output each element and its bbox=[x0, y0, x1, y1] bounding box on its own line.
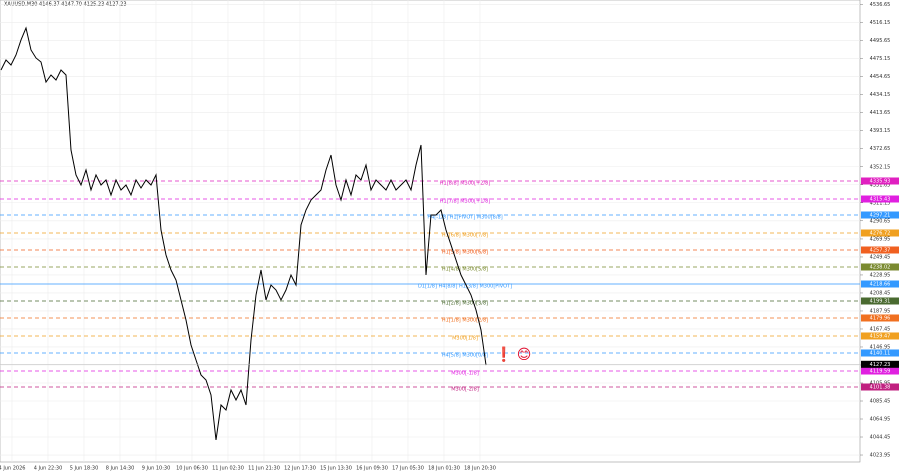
level-label: H1[1/8] M300[2/8] bbox=[442, 317, 488, 323]
x-tick-label: 11 Jun 21:30 bbox=[248, 466, 280, 472]
price-tag-label: 4238.02 bbox=[870, 264, 891, 270]
price-tag-label: 4119.59 bbox=[870, 369, 891, 375]
level-label: M300[1/8] bbox=[452, 335, 478, 341]
x-tick-label: 16 Jun 09:30 bbox=[356, 466, 388, 472]
x-tick-label: 8 Jun 14:30 bbox=[106, 466, 135, 472]
level-label: M300[-1/8] bbox=[451, 371, 479, 377]
y-tick-label: 4167.45 bbox=[870, 326, 891, 332]
x-tick-label: 11 Jun 02:30 bbox=[212, 466, 244, 472]
level-label: D1[1/8] H4[8/8] H1[3/8] M300[PIVOT] bbox=[418, 283, 512, 289]
y-tick-label: 4311.15 bbox=[870, 200, 891, 206]
level-label: H4[5/8] M300[0/8] bbox=[442, 352, 488, 358]
level-label: M300[-2/8] bbox=[451, 387, 479, 393]
price-tag bbox=[861, 263, 899, 271]
y-tick-label: 4187.95 bbox=[870, 308, 891, 314]
price-tag bbox=[861, 229, 899, 237]
y-tick-label: 4454.65 bbox=[870, 74, 891, 80]
price-tag-label: 4276.72 bbox=[870, 231, 891, 237]
price-tag bbox=[861, 297, 899, 305]
y-tick-label: 4105.95 bbox=[870, 380, 891, 386]
current-price-tag bbox=[861, 360, 899, 368]
level-label: H1[4/8] M300[5/8] bbox=[442, 266, 488, 272]
price-tag bbox=[861, 314, 899, 322]
current-price-label: 4127.23 bbox=[870, 362, 891, 368]
y-tick-label: 4434.15 bbox=[870, 92, 891, 98]
price-tag bbox=[861, 246, 899, 254]
x-tick-label: 4 Jun 22:30 bbox=[34, 466, 63, 472]
y-tick-label: 4290.65 bbox=[870, 218, 891, 224]
y-tick-label: 4352.15 bbox=[870, 164, 891, 170]
level-label: H4[-1/8] H1[PIVOT] M300[8/8] bbox=[427, 215, 502, 221]
x-tick-label: 5 Jun 18:30 bbox=[70, 466, 99, 472]
y-tick-label: 4023.95 bbox=[870, 453, 891, 459]
x-tick-label: 17 Jun 05:30 bbox=[392, 466, 424, 472]
y-tick-label: 4249.45 bbox=[870, 254, 891, 260]
price-tag-label: 4218.66 bbox=[870, 281, 891, 287]
y-tick-label: 4516.15 bbox=[870, 20, 891, 26]
y-tick-label: 4044.45 bbox=[870, 435, 891, 441]
price-tag bbox=[861, 177, 899, 185]
price-tag-label: 4159.47 bbox=[870, 333, 891, 339]
price-tag-label: 4179.96 bbox=[870, 315, 891, 321]
price-tag bbox=[861, 332, 899, 340]
y-tick-label: 4228.95 bbox=[870, 272, 891, 278]
signal-icon: 😊 bbox=[517, 347, 532, 363]
y-tick-label: 4372.65 bbox=[870, 146, 891, 152]
price-tag-label: 4315.43 bbox=[870, 197, 891, 203]
price-tag-label: 4297.21 bbox=[870, 213, 891, 219]
price-tag-label: 4101.38 bbox=[870, 385, 891, 391]
price-tag bbox=[861, 349, 899, 357]
price-tag-label: 4140.11 bbox=[870, 350, 891, 356]
level-label: H1[6/8] M300[7/8] bbox=[442, 233, 488, 239]
y-tick-label: 4085.45 bbox=[870, 399, 891, 405]
x-tick-label: 18 Jun 20:30 bbox=[464, 466, 496, 472]
price-tag bbox=[861, 367, 899, 375]
price-tag bbox=[861, 211, 899, 219]
y-tick-label: 4536.65 bbox=[870, 2, 891, 8]
price-line bbox=[0, 26, 487, 441]
price-tag bbox=[861, 280, 899, 288]
level-label: H1[2/8] M300[3/8] bbox=[442, 300, 488, 306]
x-tick-label: 18 Jun 01:30 bbox=[428, 466, 460, 472]
y-tick-label: 4146.95 bbox=[870, 344, 891, 350]
price-tag-label: 4199.31 bbox=[870, 298, 891, 304]
y-tick-label: 4331.65 bbox=[870, 182, 891, 188]
y-tick-label: 4475.15 bbox=[870, 56, 891, 62]
price-tag-label: 4335.93 bbox=[870, 178, 891, 184]
price-tag bbox=[861, 195, 899, 203]
y-tick-label: 4413.65 bbox=[870, 110, 891, 116]
y-tick-label: 4495.65 bbox=[870, 38, 891, 44]
y-tick-label: 4269.95 bbox=[870, 236, 891, 242]
level-label: H1[7/8] M300[+1/8] bbox=[440, 199, 491, 205]
level-label: H1[5/8] M300[6/8] bbox=[442, 249, 488, 255]
x-tick-label: 15 Jun 13:30 bbox=[320, 466, 352, 472]
y-tick-label: 4393.15 bbox=[870, 128, 891, 134]
y-tick-label: 4064.95 bbox=[870, 417, 891, 423]
signal-icon: ❗ bbox=[495, 346, 512, 363]
x-tick-label: 9 Jun 10:30 bbox=[142, 466, 171, 472]
level-label: H1[8/8] M300[+2/8] bbox=[440, 180, 491, 186]
x-tick-label: 10 Jun 06:30 bbox=[176, 466, 208, 472]
x-tick-label: 12 Jun 17:30 bbox=[284, 466, 316, 472]
x-tick-label: 4 Jun 2026 bbox=[0, 466, 25, 472]
y-tick-label: 4208.45 bbox=[870, 290, 891, 296]
price-tag-label: 4257.37 bbox=[870, 247, 891, 253]
price-tag bbox=[861, 383, 899, 391]
